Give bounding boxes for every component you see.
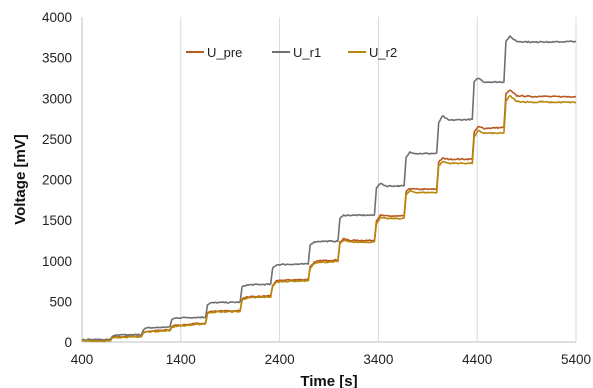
series-line-u-r1 [81,35,577,341]
y-tick-label: 500 [49,294,72,309]
grid-layer [81,17,577,342]
legend-label-u-r1: U_r1 [293,45,321,60]
x-tick-label: 400 [71,352,94,367]
legend-label-u-pre: U_pre [207,45,242,60]
y-tick-label: 0 [64,335,72,350]
series-line-u-pre [81,89,577,342]
x-tick-label: 5400 [561,352,591,367]
y-tick-label: 1500 [42,213,72,228]
x-tick-label: 3400 [363,352,393,367]
x-axis-title: Time [s] [300,373,357,388]
axes-layer: 400 1400 2400 3400 4400 5400 0 500 1000 1500 2000 2… [42,10,591,367]
x-tick-label: 4400 [462,352,492,367]
series-line-u-r2 [81,94,577,343]
y-tick-label: 4000 [42,10,72,25]
y-tick-label: 1000 [42,254,72,269]
legend: U_pre U_r1 U_r2 [186,45,397,60]
x-tick-label: 1400 [166,352,196,367]
legend-label-u-r2: U_r2 [369,45,397,60]
y-tick-label: 2000 [42,173,72,188]
y-tick-label: 3000 [42,91,72,106]
y-tick-label: 3500 [42,51,72,66]
series-layer [81,35,577,343]
y-tick-label: 2500 [42,132,72,147]
y-axis-title: Voltage [mV] [12,134,29,225]
x-tick-label: 2400 [265,352,295,367]
